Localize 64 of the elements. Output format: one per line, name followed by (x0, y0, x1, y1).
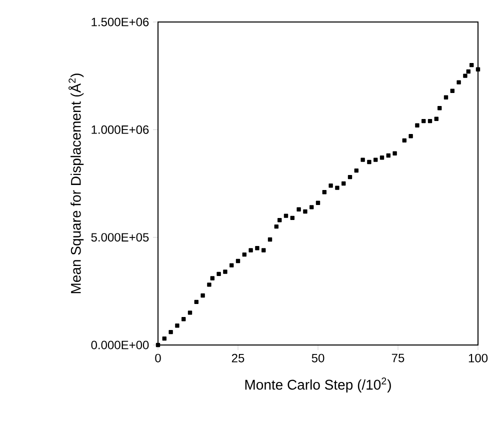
point (450, 88, 455, 94)
point (278, 218, 282, 222)
point (303, 209, 308, 214)
point (248, 248, 253, 252)
point (335, 186, 340, 190)
point (284, 214, 288, 218)
point (162, 336, 167, 341)
point (290, 216, 295, 220)
point (386, 153, 391, 158)
point (380, 156, 384, 160)
point (434, 116, 439, 121)
point (316, 200, 320, 205)
y-tick-label: 1.000E+06 (92, 125, 149, 134)
point (470, 62, 474, 68)
point (182, 317, 186, 322)
point (422, 118, 426, 124)
point (360, 158, 365, 162)
point (466, 69, 471, 74)
point (268, 237, 272, 242)
point (242, 252, 247, 257)
y-tick-label: 0.000E+00 (91, 340, 149, 350)
point (444, 95, 448, 100)
point (408, 134, 413, 138)
point (348, 174, 352, 180)
x-tick-label: 75 (392, 354, 404, 362)
x-tick-label: 100 (468, 354, 488, 362)
point (255, 246, 260, 250)
point (175, 324, 180, 328)
point (367, 160, 372, 164)
point (296, 207, 301, 212)
point (216, 272, 221, 276)
point (207, 282, 212, 287)
point (310, 205, 314, 210)
point (402, 138, 407, 143)
point (456, 80, 461, 84)
x-axis-title: Monte Carlo Step (/10$^{2}$) (245, 378, 391, 392)
x-tick-label: 25 (232, 354, 244, 362)
x-tick-label: 50 (312, 354, 324, 362)
point (438, 106, 442, 110)
point (328, 184, 333, 188)
point (262, 248, 266, 252)
y-tick-label: 1.500E+06 (92, 18, 149, 26)
point (274, 224, 279, 229)
point (188, 310, 192, 315)
y-axis-title: Mean Square for Displacement (Å$^{2}$) (68, 74, 84, 294)
point (476, 67, 480, 72)
point (194, 300, 199, 304)
point (200, 293, 205, 298)
point (428, 118, 432, 124)
x-tick-label: 0 (155, 354, 161, 362)
point (354, 168, 359, 173)
point (230, 263, 234, 268)
point (342, 181, 346, 186)
y-tick-label: 5.000E+05 (91, 233, 149, 242)
point (374, 158, 378, 162)
point (415, 123, 420, 128)
point (223, 270, 228, 274)
point (463, 74, 468, 78)
point (236, 258, 240, 264)
point (322, 190, 327, 194)
point (168, 330, 173, 334)
point (210, 276, 215, 280)
point (156, 342, 160, 348)
point (392, 151, 397, 156)
